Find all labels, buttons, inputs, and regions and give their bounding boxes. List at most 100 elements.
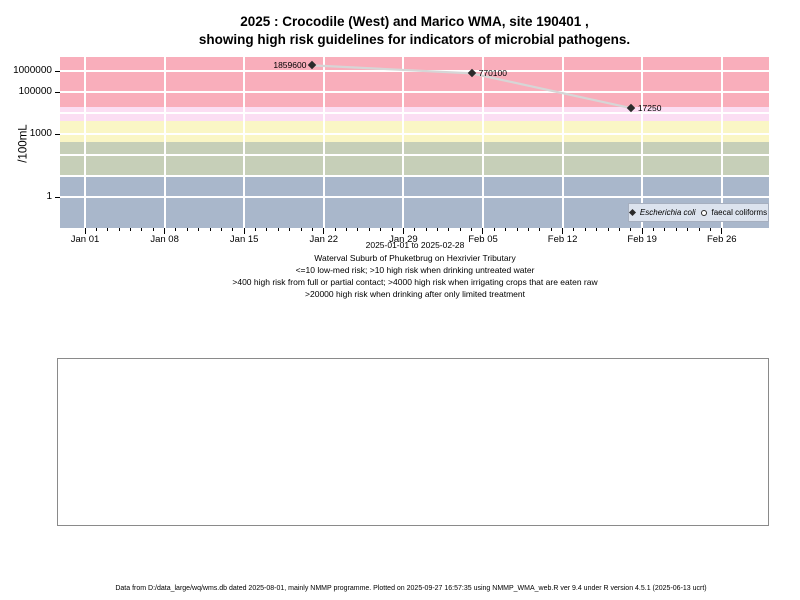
chart-title-line2: showing high risk guidelines for indicat… <box>198 32 631 47</box>
data-point-label: 770100 <box>478 68 507 79</box>
chart-title: 2025 : Crocodile (West) and Marico WMA, … <box>60 13 769 49</box>
x-axis-minor-tick <box>596 228 598 231</box>
x-axis-major-tick <box>164 228 166 234</box>
x-axis-minor-tick <box>664 228 666 231</box>
x-axis-minor-tick <box>118 228 120 231</box>
legend-ecoli-label: Escherichia coli <box>639 208 696 217</box>
x-axis-minor-tick <box>709 228 711 231</box>
x-axis-minor-tick <box>618 228 620 231</box>
vertical-gridline <box>481 57 484 228</box>
x-axis-minor-tick <box>198 228 200 231</box>
x-axis-tick-label: Jan 22 <box>309 234 339 245</box>
x-axis-minor-tick <box>232 228 234 231</box>
y-axis-tick <box>55 133 60 135</box>
x-axis-major-tick <box>641 228 643 234</box>
x-axis-minor-tick <box>687 228 689 231</box>
x-axis-minor-tick <box>698 228 700 231</box>
x-axis-minor-tick <box>448 228 450 231</box>
y-axis-tick <box>55 196 60 198</box>
legend-faecal-label: faecal coliforms <box>711 208 768 217</box>
x-axis-minor-tick <box>653 228 655 231</box>
y-axis-tick <box>55 91 60 93</box>
legend: Escherichia coli faecal coliforms <box>628 203 769 222</box>
x-axis-major-tick <box>562 228 564 234</box>
horizontal-gridline <box>60 112 769 114</box>
x-axis-minor-tick <box>573 228 575 231</box>
vertical-gridline <box>322 57 325 228</box>
x-axis-major-tick <box>323 228 325 234</box>
vertical-gridline <box>243 57 246 228</box>
chart-title-line1: 2025 : Crocodile (West) and Marico WMA, … <box>240 14 589 29</box>
y-axis-tick <box>55 70 60 72</box>
risk-guideline-line3: >20000 high risk when drinking after onl… <box>305 289 525 299</box>
x-axis-major-tick <box>721 228 723 234</box>
x-axis-minor-tick <box>300 228 302 231</box>
x-axis-minor-tick <box>311 228 313 231</box>
x-axis-minor-tick <box>380 228 382 231</box>
x-axis-minor-tick <box>516 228 518 231</box>
x-axis-minor-tick <box>471 228 473 231</box>
x-axis-tick-label: Feb 05 <box>468 234 498 245</box>
open-circle-icon <box>700 209 707 216</box>
vertical-gridline <box>720 57 723 228</box>
x-axis-minor-tick <box>550 228 552 231</box>
date-range-label: 2025-01-01 to 2025-02-28 <box>365 240 465 250</box>
empty-panel <box>57 358 769 526</box>
x-axis-minor-tick <box>346 228 348 231</box>
x-axis-minor-tick <box>289 228 291 231</box>
vertical-gridline <box>402 57 405 228</box>
risk-band <box>60 121 769 143</box>
site-location-label: Waterval Suburb of Phuketbrug on Hexrivi… <box>314 253 516 263</box>
vertical-gridline <box>163 57 166 228</box>
footer-provenance: Data from D:/data_large/wq/wms.db dated … <box>115 585 707 592</box>
x-axis-minor-tick <box>220 228 222 231</box>
y-axis-tick-label: 1000000 <box>13 65 52 76</box>
y-axis-tick-label: 100000 <box>18 86 52 97</box>
x-axis-minor-tick <box>607 228 609 231</box>
x-axis-minor-tick <box>493 228 495 231</box>
filled-diamond-icon <box>628 208 636 217</box>
x-axis-minor-tick <box>175 228 177 231</box>
x-axis-tick-label: Feb 12 <box>547 234 578 245</box>
x-axis-minor-tick <box>425 228 427 231</box>
x-axis-minor-tick <box>539 228 541 231</box>
plot-area: 1859600 770100 17250 <box>60 57 769 228</box>
horizontal-gridline <box>60 91 769 93</box>
x-axis-tick-label: Jan 01 <box>70 234 100 245</box>
x-axis-minor-tick <box>459 228 461 231</box>
risk-guideline-line1: <=10 low-med risk; >10 high risk when dr… <box>295 265 535 275</box>
y-axis-tick-label: 1000 <box>29 128 52 139</box>
x-axis-minor-tick <box>129 228 131 231</box>
x-axis-minor-tick <box>368 228 370 231</box>
x-axis-minor-tick <box>152 228 154 231</box>
x-axis-minor-tick <box>391 228 393 231</box>
x-axis-minor-tick <box>630 228 632 231</box>
horizontal-gridline <box>60 196 769 198</box>
x-axis-minor-tick <box>527 228 529 231</box>
x-axis-major-tick <box>243 228 245 234</box>
x-axis-tick-label: Jan 15 <box>229 234 259 245</box>
x-axis-minor-tick <box>141 228 143 231</box>
x-axis-major-tick <box>402 228 404 234</box>
x-axis-tick-label: Jan 08 <box>150 234 179 245</box>
x-axis-minor-tick <box>675 228 677 231</box>
x-axis-major-tick <box>482 228 484 234</box>
data-point-label: 1859600 <box>273 60 307 71</box>
risk-band <box>60 142 769 176</box>
x-axis-major-tick <box>84 228 86 234</box>
vertical-gridline <box>641 57 644 228</box>
x-axis-minor-tick <box>584 228 586 231</box>
x-axis-minor-tick <box>186 228 188 231</box>
x-axis-minor-tick <box>209 228 211 231</box>
x-axis-minor-tick <box>107 228 109 231</box>
x-axis-minor-tick <box>277 228 279 231</box>
horizontal-gridline <box>60 133 769 135</box>
risk-band <box>60 106 769 122</box>
x-axis-minor-tick <box>414 228 416 231</box>
x-axis-minor-tick <box>95 228 97 231</box>
x-axis-tick-label: Jan 29 <box>389 234 418 245</box>
x-axis-minor-tick <box>266 228 268 231</box>
risk-band <box>60 57 769 107</box>
y-axis-tick-label: 1 <box>46 191 52 202</box>
